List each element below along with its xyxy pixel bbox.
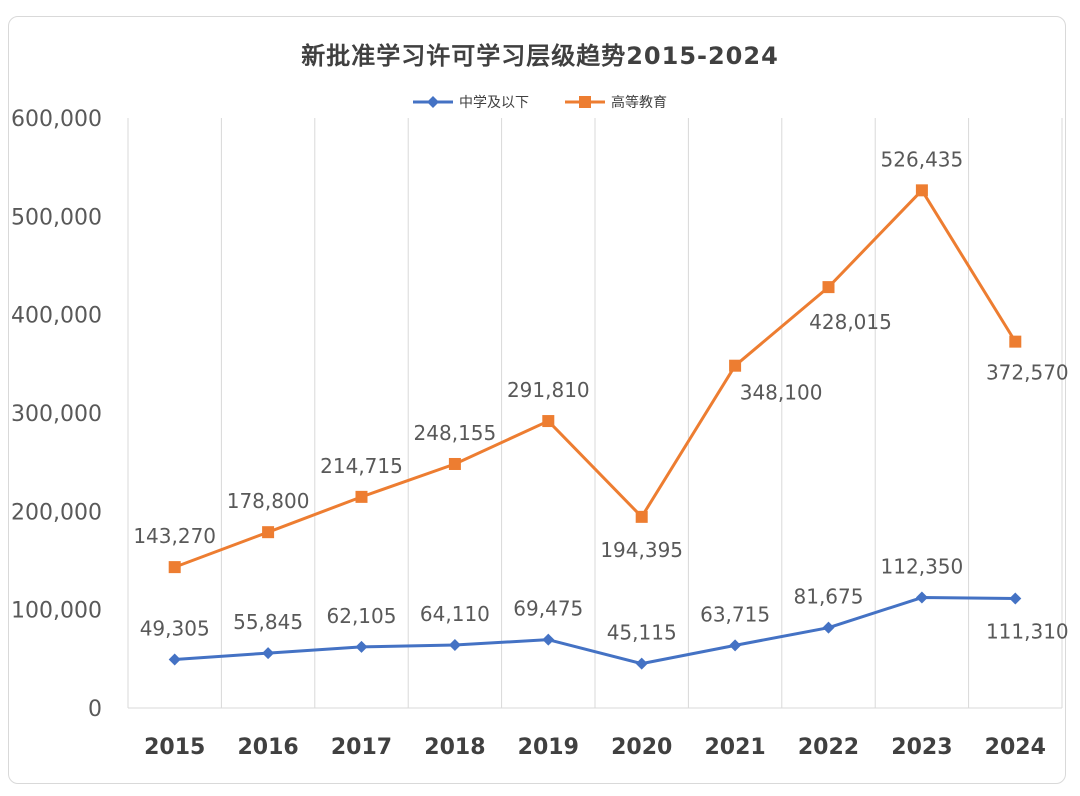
- legend-label-higher: 高等教育: [611, 95, 667, 111]
- data-label: 214,715: [320, 454, 403, 478]
- data-label: 428,015: [809, 310, 892, 334]
- legend-label-secondary: 中学及以下: [459, 95, 529, 111]
- data-point-square: [635, 510, 648, 523]
- chart-title: 新批准学习许可学习层级趋势2015-2024: [301, 42, 779, 70]
- data-label: 248,155: [414, 421, 497, 445]
- data-point-diamond: [168, 653, 181, 666]
- data-point-square: [262, 526, 275, 539]
- data-label: 64,110: [420, 602, 490, 626]
- data-label: 291,810: [507, 378, 590, 402]
- x-tick-label: 2023: [891, 735, 952, 760]
- x-tick-label: 2015: [144, 735, 205, 760]
- y-tick-label: 300,000: [11, 402, 102, 427]
- data-point-square: [822, 281, 835, 294]
- y-tick-label: 500,000: [11, 205, 102, 230]
- data-label: 63,715: [700, 602, 770, 626]
- x-tick-label: 2019: [518, 735, 579, 760]
- data-point-diamond: [262, 647, 275, 660]
- data-label: 62,105: [327, 604, 397, 628]
- chart-frame: [8, 16, 1066, 784]
- data-point-diamond: [355, 640, 368, 653]
- data-label: 55,845: [233, 610, 303, 634]
- data-point-diamond: [542, 633, 555, 646]
- y-tick-label: 0: [88, 697, 102, 722]
- data-label: 111,310: [986, 620, 1069, 644]
- data-point-square: [542, 415, 555, 428]
- data-label: 194,395: [600, 538, 683, 562]
- series-line-secondary: [174, 596, 1016, 666]
- data-point-diamond: [729, 639, 742, 652]
- data-point-diamond: [635, 657, 648, 670]
- data-label: 372,570: [986, 361, 1069, 385]
- y-tick-label: 400,000: [11, 304, 102, 329]
- data-label: 348,100: [740, 381, 823, 405]
- data-point-diamond: [448, 638, 461, 651]
- data-point-square: [729, 359, 742, 372]
- legend-item-secondary: 中学及以下: [413, 92, 529, 112]
- data-point-diamond: [1009, 592, 1022, 605]
- y-tick-label: 200,000: [11, 500, 102, 525]
- data-point-square: [1009, 335, 1022, 348]
- data-point-square: [168, 561, 181, 574]
- legend-square-icon: [565, 96, 605, 108]
- data-label: 143,270: [133, 524, 216, 548]
- legend-diamond-icon: [413, 96, 453, 108]
- data-point-diamond: [822, 621, 835, 634]
- legend: 中学及以下 高等教育: [0, 92, 1080, 112]
- x-tick-label: 2022: [798, 735, 859, 760]
- y-tick-label: 600,000: [11, 107, 102, 132]
- series-line-higher: [174, 188, 1017, 569]
- x-tick-label: 2024: [985, 735, 1046, 760]
- data-label: 178,800: [227, 489, 310, 513]
- data-label: 49,305: [140, 617, 210, 641]
- y-tick-label: 100,000: [11, 599, 102, 624]
- data-point-square: [915, 184, 928, 197]
- x-tick-label: 2021: [704, 735, 765, 760]
- data-label: 526,435: [881, 147, 964, 171]
- data-point-diamond: [915, 591, 928, 604]
- data-label: 81,675: [794, 585, 864, 609]
- legend-item-higher: 高等教育: [565, 92, 667, 112]
- data-point-square: [355, 490, 368, 503]
- x-tick-label: 2020: [611, 735, 672, 760]
- x-tick-label: 2016: [237, 735, 298, 760]
- data-label: 112,350: [881, 555, 964, 579]
- x-tick-label: 2018: [424, 735, 485, 760]
- data-point-square: [448, 457, 461, 470]
- data-label: 45,115: [607, 621, 677, 645]
- data-label: 69,475: [513, 597, 583, 621]
- x-tick-label: 2017: [331, 735, 392, 760]
